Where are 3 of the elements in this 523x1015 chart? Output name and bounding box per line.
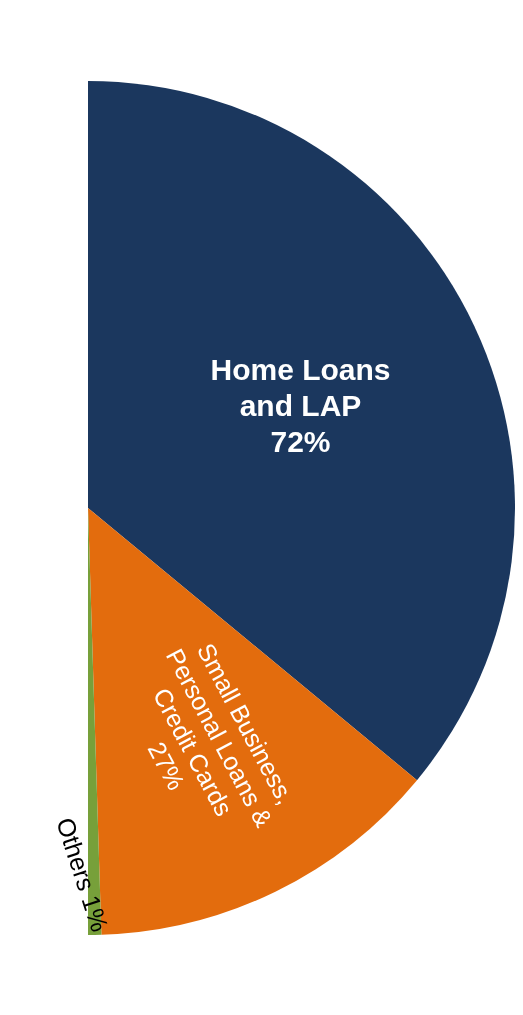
slice-label: Others 1% [51,814,115,936]
data-label: 72% [270,425,331,459]
slice-label: Home Loans and LAP [210,353,391,423]
